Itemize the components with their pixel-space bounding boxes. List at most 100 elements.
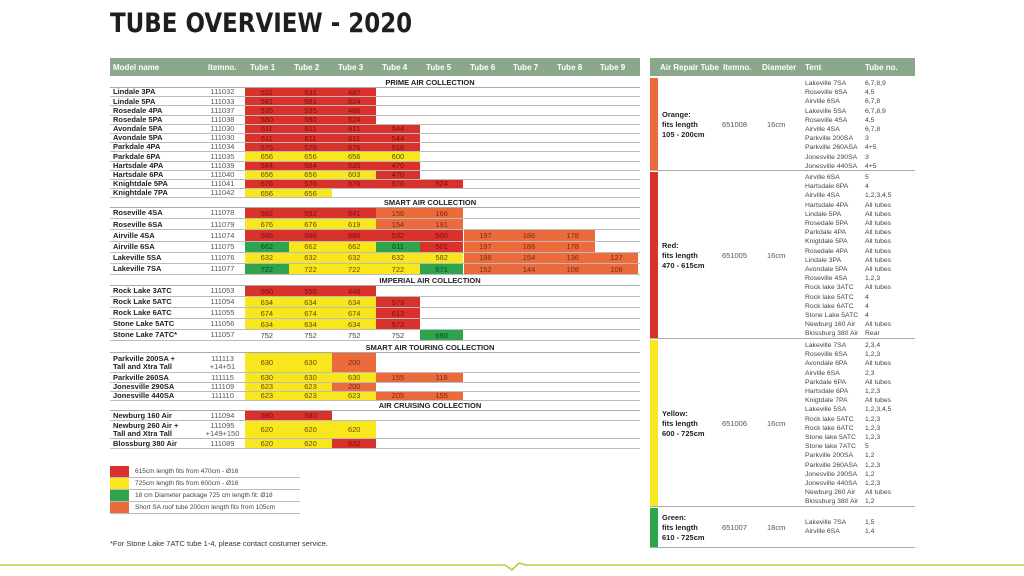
tube-cell: 676 bbox=[288, 219, 333, 230]
item-number: 111110 bbox=[211, 391, 234, 400]
tent-name: Rosedale 5PA bbox=[805, 220, 848, 227]
tube-cell: 611 bbox=[332, 124, 377, 133]
tube-cell: 581 bbox=[288, 97, 333, 106]
tent-name: Hartsdale 6PA bbox=[805, 183, 849, 191]
table-row: Rosedale 4PA 111037 535 535 486 bbox=[110, 105, 640, 116]
tube-cell: 611 bbox=[245, 134, 289, 143]
table-row: Airville 4SA 111074 586 586 586 532 500 197 186 1… bbox=[110, 230, 640, 242]
tube-numbers: 3 bbox=[865, 135, 869, 143]
table-row: Stone Lake 5ATC 111056 634 634 634 573 bbox=[110, 319, 640, 330]
model-name: Parkville 260SA bbox=[113, 372, 169, 382]
tube-cell: 634 bbox=[332, 297, 377, 307]
header-itemno-: Itemno. bbox=[208, 63, 237, 72]
tube-numbers: All tubes bbox=[865, 378, 892, 386]
table-row: Blossburg 380 Air 111089 620 620 532 bbox=[110, 439, 640, 449]
repair-label: Orange: fits length 105 - 200cm bbox=[662, 109, 705, 139]
model-name: Avondale 5PA bbox=[113, 124, 163, 134]
repair-diameter: 16cm bbox=[767, 418, 786, 428]
repair-group-y: Yellow: fits length 600 - 725cm 651006 16c… bbox=[650, 340, 915, 507]
tube-numbers: All tubes bbox=[865, 397, 892, 405]
item-number: 111056 bbox=[210, 319, 235, 329]
item-number: 111039 bbox=[210, 160, 235, 170]
item-number: 111109 bbox=[210, 381, 235, 391]
repair-label: Yellow: fits length 600 - 725cm bbox=[662, 408, 705, 438]
header-tube-9: Tube 9 bbox=[600, 63, 626, 72]
model-name: Rosedale 4PA bbox=[113, 105, 163, 115]
legend-text: Short SA roof tube 200cm length fits fro… bbox=[135, 504, 276, 511]
tent-name: Rosedale 4PA bbox=[805, 247, 848, 255]
color-bar bbox=[650, 78, 658, 170]
table-row: Parkville 200SA + Tall and Xtra Tall 1111… bbox=[110, 353, 640, 373]
tube-cell: 178 bbox=[550, 241, 595, 252]
tube-cell: 623 bbox=[288, 391, 333, 400]
tent-name: Stone Lake 5ATC bbox=[805, 312, 859, 319]
tube-cell: 573 bbox=[376, 297, 420, 307]
tube-cell: 200 bbox=[332, 353, 377, 372]
header-tube-4: Tube 4 bbox=[382, 63, 408, 72]
tube-cell: 580 bbox=[288, 411, 333, 420]
item-number: 111040 bbox=[210, 170, 235, 180]
tube-cell: 632 bbox=[376, 252, 420, 263]
tube-cell: 584 bbox=[288, 161, 333, 170]
item-number: 111079 bbox=[210, 219, 235, 229]
tent-name: Blossburg 380 Air bbox=[805, 498, 859, 506]
tube-numbers: 6,7,8 bbox=[865, 98, 881, 106]
item-number: 111089 bbox=[210, 438, 235, 448]
repair-group-g: Green: fits length 610 - 725cm 651007 18cm… bbox=[650, 508, 915, 548]
tube-cell: 156 bbox=[376, 208, 420, 219]
left-table-header: Model name Itemno. Tube 1 Tube 2 Tube 3 Tube … bbox=[110, 58, 640, 76]
tube-numbers: All tubes bbox=[865, 256, 892, 264]
tube-cell: 550 bbox=[288, 286, 333, 296]
tent-name: Lakeville 5SA bbox=[805, 406, 847, 414]
header-tube-2: Tube 2 bbox=[294, 63, 320, 72]
tent-name: Airville 4SA bbox=[805, 192, 840, 200]
tube-cell: 486 bbox=[332, 106, 377, 115]
tube-cell: 634 bbox=[245, 319, 289, 329]
tube-cell: 573 bbox=[376, 319, 420, 329]
tube-cell: 152 bbox=[463, 263, 508, 275]
tube-cell: 634 bbox=[288, 297, 333, 307]
tube-cell: 600 bbox=[376, 152, 420, 161]
table-row: Newburg 260 Air + Tall and Xtra Tall 1110… bbox=[110, 421, 640, 439]
item-number: 111057 bbox=[210, 330, 235, 340]
tube-cell: 656 bbox=[332, 152, 377, 161]
table-row: Avondale 5PA 111030 611 611 611 544 bbox=[110, 134, 640, 144]
tube-numbers: 6,7,8,9 bbox=[865, 107, 886, 115]
model-name: Rosedale 5PA bbox=[113, 114, 163, 124]
tube-numbers: 1,2,3 bbox=[865, 480, 881, 487]
model-name: Newburg 160 Air bbox=[113, 410, 172, 420]
tube-cell: 166 bbox=[419, 208, 464, 219]
collection-title: AIR CRUISING COLLECTION bbox=[110, 401, 640, 411]
repair-group-r: Red: fits length 470 - 615cm 651005 16cm Ai… bbox=[650, 172, 915, 339]
tube-cell: 674 bbox=[245, 308, 289, 318]
collection-title: SMART AIR TOURING COLLECTION bbox=[110, 343, 640, 353]
legend-text: 725cm length fits from 600cm - Ø16 bbox=[135, 480, 239, 487]
tube-cell: 722 bbox=[376, 263, 420, 275]
tent-name: Roseville 6SA bbox=[805, 351, 848, 359]
tube-numbers: 1,2 bbox=[865, 498, 875, 506]
tent-name: Newburg 260 Air bbox=[805, 489, 856, 497]
tube-cell: 198 bbox=[463, 252, 508, 263]
tube-cell: 752 bbox=[260, 330, 274, 340]
item-number: 111113 +14+51 bbox=[209, 353, 236, 371]
repair-itemno: 651007 bbox=[722, 523, 748, 532]
header-tube-5: Tube 5 bbox=[426, 63, 452, 72]
item-number: 111035 bbox=[210, 151, 235, 161]
tube-cell: 155 bbox=[419, 391, 464, 400]
tube-cell: 592 bbox=[288, 208, 333, 219]
tube-numbers: All tubes bbox=[865, 266, 892, 273]
legend-swatch bbox=[110, 466, 129, 477]
tent-name: Lakeville 7SA bbox=[805, 80, 847, 87]
tube-cell: 535 bbox=[245, 106, 289, 115]
tube-cell: 516 bbox=[376, 143, 420, 152]
tube-cell: 656 bbox=[245, 170, 289, 179]
table-row: Hartsdale 4PA 111039 584 584 520 470 bbox=[110, 160, 640, 171]
model-name: Lakeville 7SA bbox=[113, 264, 162, 274]
tube-cell: 634 bbox=[245, 297, 289, 307]
tent-name: Parkville 260ASA bbox=[805, 144, 858, 152]
tube-numbers: 1,2,3 bbox=[865, 415, 881, 423]
tube-numbers: 1,2 bbox=[865, 470, 875, 478]
legend-item: 615cm length fits from 470cm - Ø16 bbox=[110, 466, 300, 478]
tube-cell: 722 bbox=[245, 263, 289, 275]
tube-cell: 623 bbox=[332, 391, 377, 400]
